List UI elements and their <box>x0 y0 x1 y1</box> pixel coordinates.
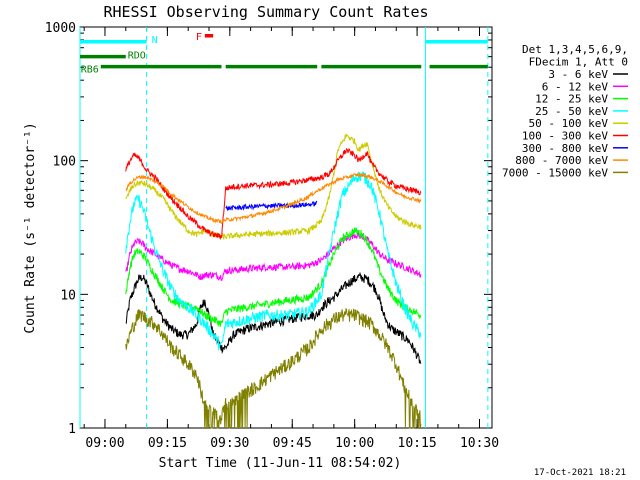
legend-entry-label: 800 - 7000 keV <box>515 154 608 167</box>
series-line <box>125 227 422 328</box>
y-tick-label: 10 <box>60 288 76 303</box>
x-axis-label: Start Time (11-Jun-11 08:54:02) <box>159 456 402 471</box>
y-tick-label: 1000 <box>45 21 76 36</box>
series-line <box>225 200 318 212</box>
legend-entry-label: 25 - 50 keV <box>535 105 608 118</box>
flag-label-n: N <box>152 35 158 46</box>
x-tick-label: 09:00 <box>85 436 124 451</box>
legend-entry-label: 3 - 6 keV <box>548 68 608 81</box>
legend-entry-label: 12 - 25 keV <box>535 93 608 106</box>
legend-entry-label: 300 - 800 keV <box>522 142 608 155</box>
legend-entry-label: 100 - 300 keV <box>522 130 608 143</box>
chart-title: RHESSI Observing Summary Count Rates <box>103 3 428 21</box>
x-tick-label: 10:30 <box>460 436 499 451</box>
series-line <box>125 307 422 429</box>
flag-label-f: F <box>196 32 202 43</box>
legend-header: Det 1,3,4,5,6,9, <box>522 43 628 56</box>
timestamp: 17-Oct-2021 18:21 <box>534 468 626 478</box>
series-line <box>125 148 422 241</box>
y-tick-label: 100 <box>53 155 76 170</box>
x-tick-label: 09:15 <box>148 436 187 451</box>
series-line <box>125 171 422 351</box>
y-axis-label: Count Rate (s⁻¹ detector⁻¹) <box>23 122 38 333</box>
series-line <box>125 230 422 282</box>
flag-label-rb6: RB6 <box>81 65 99 76</box>
flag-label-rdo: RDO <box>128 51 146 62</box>
series-line <box>125 271 422 364</box>
legend-entry-label: 50 - 100 keV <box>529 117 609 130</box>
x-tick-label: 10:15 <box>398 436 437 451</box>
x-tick-label: 09:45 <box>273 436 312 451</box>
y-tick-label: 1 <box>68 422 76 437</box>
series-line <box>125 172 422 224</box>
series-line <box>125 133 422 240</box>
legend-entry-label: 7000 - 15000 keV <box>502 166 608 179</box>
legend-entry-label: 6 - 12 keV <box>542 80 609 93</box>
legend: Det 1,3,4,5,6,9,FDecim 1, Att 03 - 6 keV… <box>502 43 628 179</box>
legend-header: FDecim 1, Att 0 <box>529 56 628 69</box>
x-tick-label: 09:30 <box>210 436 249 451</box>
plot-area: 1 10 100 1000 09:00 09:15 09:30 09:45 10:00 10:15… <box>45 21 499 451</box>
x-tick-label: 10:00 <box>335 436 374 451</box>
